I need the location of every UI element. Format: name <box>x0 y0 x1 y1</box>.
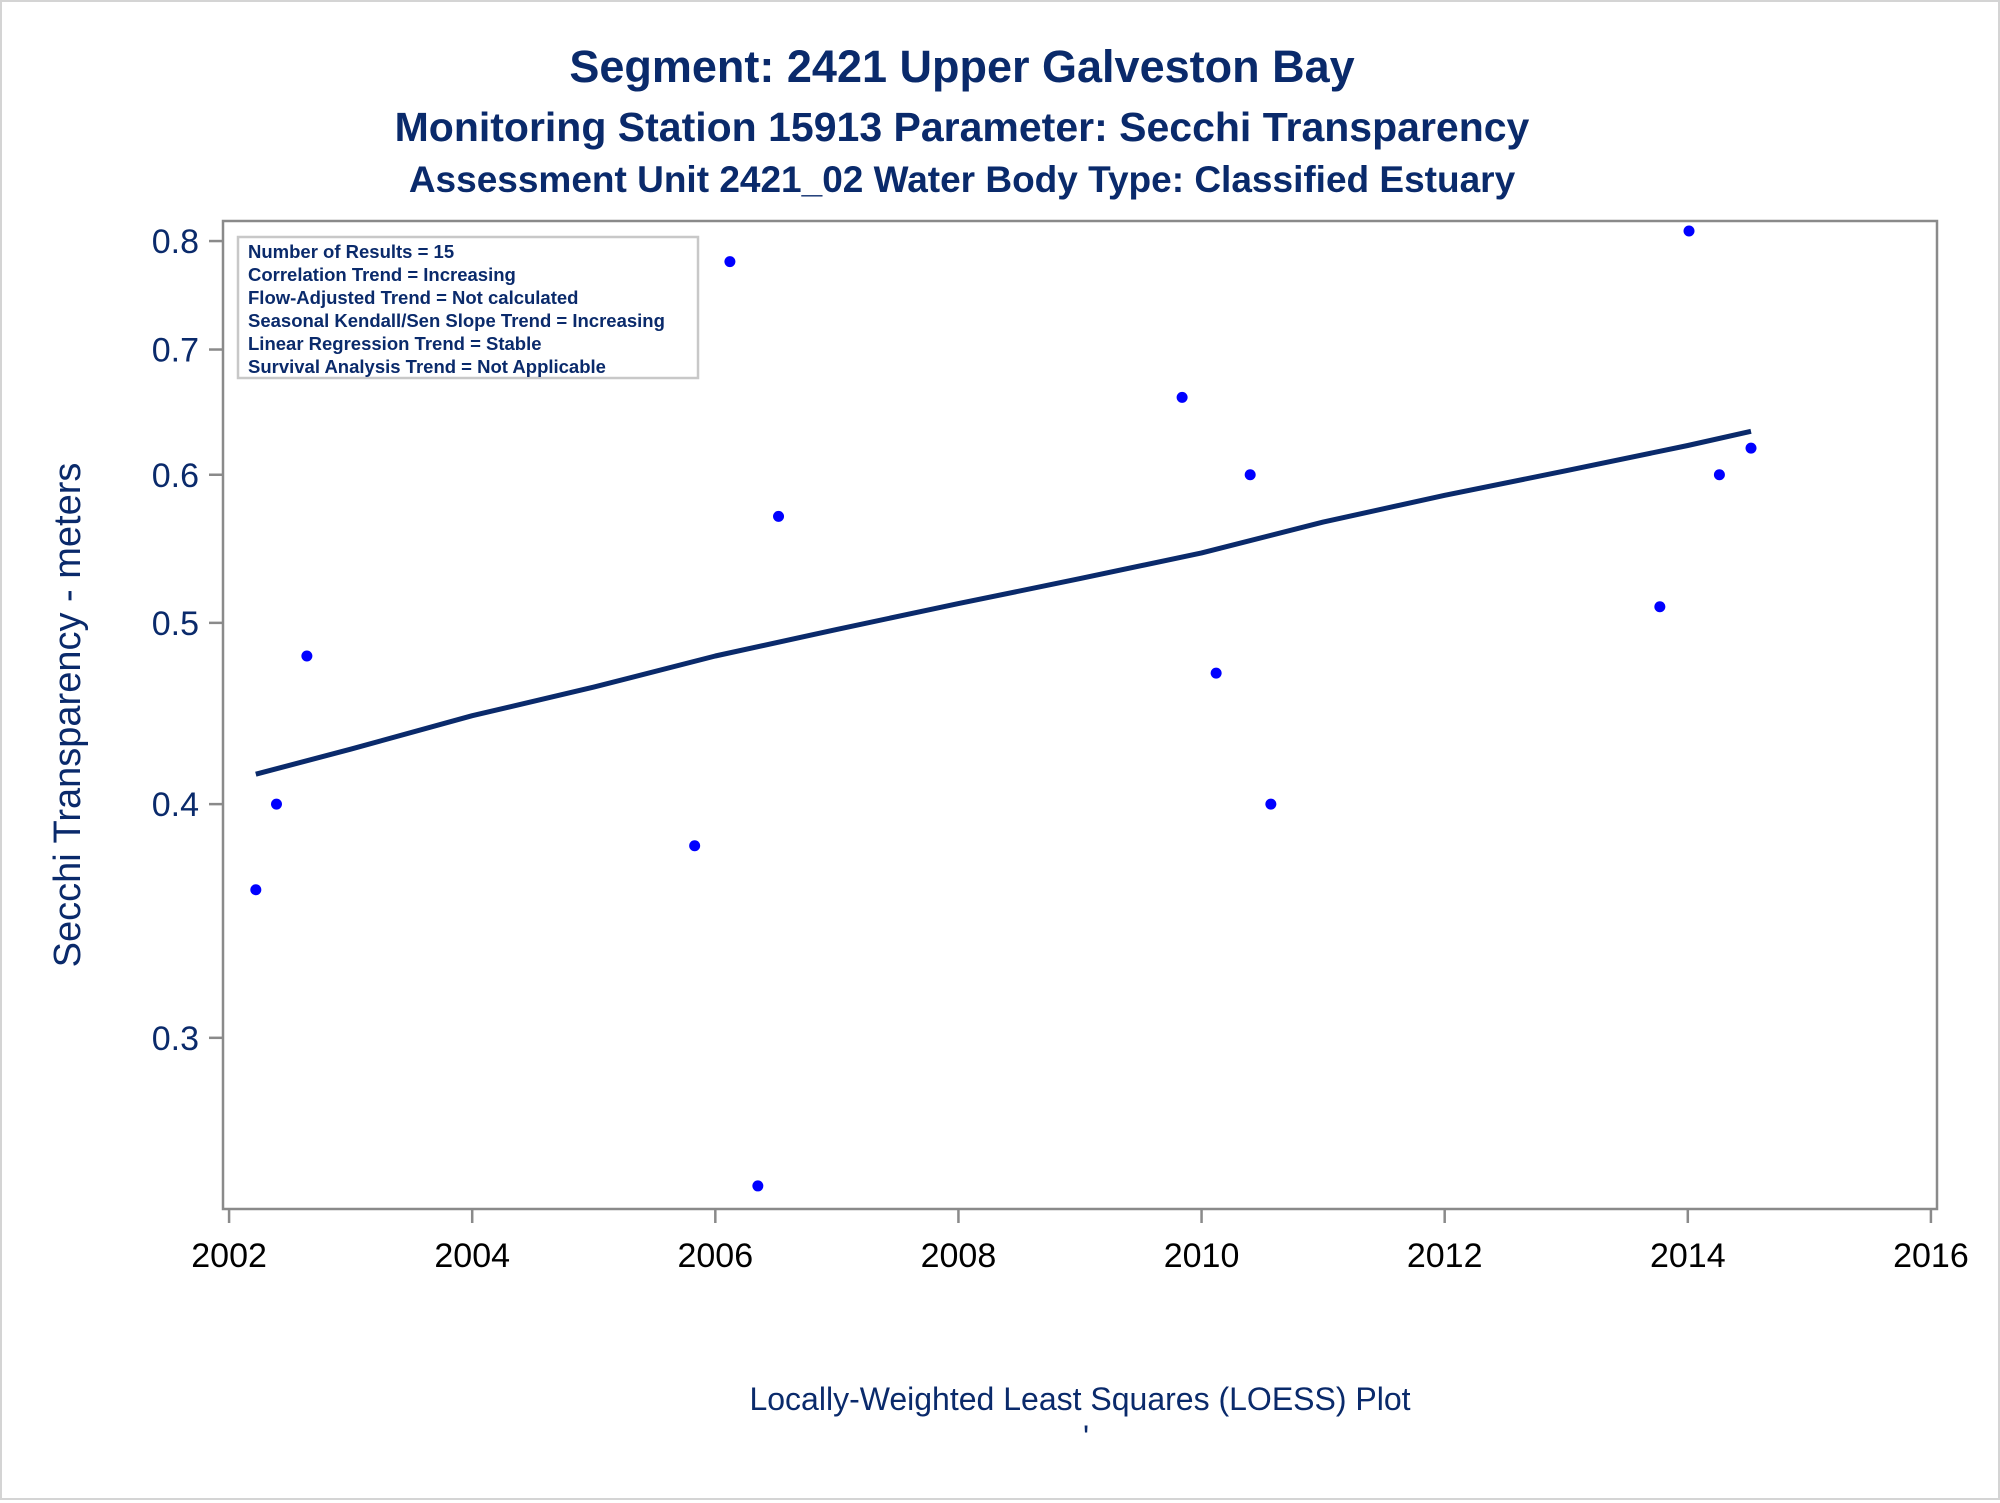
x-tick-label: 2014 <box>1650 1237 1726 1275</box>
x-tick-label: 2012 <box>1407 1237 1483 1275</box>
y-tick-label: 0.4 <box>152 786 199 824</box>
stat-correlation-trend: Correlation Trend = Increasing <box>248 264 516 285</box>
data-point <box>1176 391 1188 403</box>
data-point <box>301 650 313 662</box>
trend-layer <box>255 428 1752 777</box>
x-tick-label: 2002 <box>191 1237 267 1275</box>
stat-seasonal-kendall-trend: Seasonal Kendall/Sen Slope Trend = Incre… <box>248 310 665 331</box>
trend-line <box>255 428 1752 777</box>
stats-box: Number of Results = 15 Correlation Trend… <box>236 235 700 380</box>
data-point <box>1265 798 1277 810</box>
data-point <box>270 798 282 810</box>
x-tick-label: 2006 <box>677 1237 753 1275</box>
data-point <box>1654 601 1666 613</box>
x-tick-label: 2004 <box>434 1237 510 1275</box>
data-point <box>250 884 262 896</box>
x-axis-label: Locally-Weighted Least Squares (LOESS) P… <box>749 1381 1410 1417</box>
data-point <box>1244 469 1256 481</box>
data-point <box>1745 442 1757 454</box>
y-tick-label: 0.5 <box>152 605 199 643</box>
y-tick-label: 0.7 <box>152 332 199 370</box>
points-layer <box>250 225 1757 1192</box>
plot-area <box>221 219 1939 1211</box>
chart-subtitle: Monitoring Station 15913 Parameter: Secc… <box>395 104 1530 150</box>
data-point <box>773 510 785 522</box>
y-axis-label: Secchi Transparency - meters <box>47 463 89 968</box>
footnote-mark: ' <box>1083 1419 1089 1455</box>
data-point <box>752 1180 764 1192</box>
data-point <box>1713 469 1725 481</box>
stat-flow-adjusted-trend: Flow-Adjusted Trend = Not calculated <box>248 287 578 308</box>
stat-linear-regression-trend: Linear Regression Trend = Stable <box>248 333 542 354</box>
y-tick-label: 0.8 <box>152 223 199 261</box>
y-tick-label: 0.6 <box>152 457 199 495</box>
x-tick-label: 2016 <box>1893 1237 1969 1275</box>
chart-subtitle-2: Assessment Unit 2421_02 Water Body Type:… <box>409 159 1516 200</box>
stat-number-of-results: Number of Results = 15 <box>248 241 454 262</box>
stat-survival-analysis-trend: Survival Analysis Trend = Not Applicable <box>248 356 606 377</box>
x-tick-label: 2008 <box>921 1237 997 1275</box>
data-point <box>1683 225 1695 237</box>
data-point <box>1210 667 1222 679</box>
chart-title: Segment: 2421 Upper Galveston Bay <box>569 41 1354 92</box>
stats-box-border <box>236 235 700 380</box>
y-tick-label: 0.3 <box>152 1020 199 1058</box>
y-axis: 0.3 0.4 0.5 0.6 0.7 0.8 <box>152 223 223 1058</box>
data-point <box>724 256 736 268</box>
x-axis: 2002 2004 2006 2008 2010 2012 2014 2016 <box>191 1209 1969 1275</box>
x-tick-label: 2010 <box>1164 1237 1240 1275</box>
data-point <box>689 840 701 852</box>
